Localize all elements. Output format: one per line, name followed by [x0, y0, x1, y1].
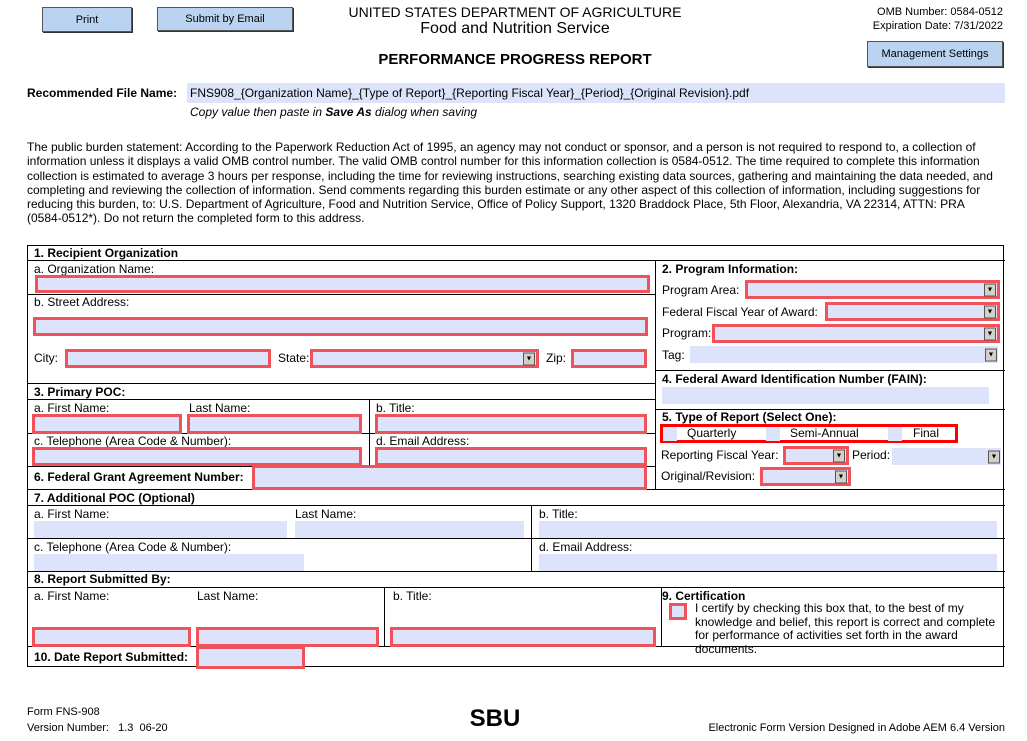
chevron-down-icon[interactable]: ▼ — [833, 449, 845, 462]
expiration-date: Expiration Date: 7/31/2022 — [872, 20, 1003, 32]
form-number: Form FNS-908 — [27, 706, 100, 718]
zip-input[interactable] — [571, 349, 647, 368]
program-area-label: Program Area: — [662, 283, 740, 297]
tag-label: Tag: — [662, 348, 685, 362]
agency-name: Food and Nutrition Service — [420, 20, 610, 37]
addl-email-input[interactable] — [539, 554, 997, 571]
addl-title-input[interactable] — [539, 521, 997, 538]
section-5-title: 5. Type of Report (Select One): — [662, 410, 837, 424]
orig-revision-select[interactable]: ▼ — [760, 467, 851, 486]
program-select[interactable]: ▼ — [712, 324, 1000, 343]
final-checkbox[interactable] — [888, 427, 902, 441]
city-label: City: — [34, 351, 58, 365]
poc-first-input[interactable] — [32, 414, 182, 434]
submitter-title-label: b. Title: — [393, 589, 432, 603]
ffy-select[interactable]: ▼ — [825, 302, 1000, 321]
addl-first-label: a. First Name: — [34, 507, 110, 521]
burden-statement: The public burden statement: According t… — [27, 140, 993, 226]
poc-last-label: Last Name: — [189, 401, 251, 415]
final-label: Final — [913, 426, 940, 440]
chevron-down-icon[interactable]: ▼ — [985, 348, 997, 361]
chevron-down-icon[interactable]: ▼ — [984, 305, 996, 318]
semi-annual-label: Semi-Annual — [790, 426, 859, 440]
addl-first-input[interactable] — [34, 521, 287, 538]
ffy-label: Federal Fiscal Year of Award: — [662, 305, 818, 319]
chevron-down-icon[interactable]: ▼ — [835, 470, 847, 483]
certification-text: I certify by checking this box that, to … — [695, 601, 996, 656]
submitter-first-input[interactable] — [32, 627, 191, 647]
poc-title-input[interactable] — [375, 414, 647, 434]
fain-input[interactable] — [662, 387, 989, 404]
grant-agreement-input[interactable] — [252, 465, 647, 490]
management-settings-button[interactable]: Management Settings — [867, 41, 1003, 67]
print-button[interactable]: Print — [42, 7, 132, 32]
addl-title-label: b. Title: — [539, 507, 578, 521]
orig-revision-label: Original/Revision: — [661, 469, 756, 483]
department-name: UNITED STATES DEPARTMENT OF AGRICULTURE — [348, 4, 682, 20]
poc-phone-input[interactable] — [32, 447, 362, 466]
poc-email-label: d. Email Address: — [376, 434, 470, 448]
electronic-form-version: Electronic Form Version Designed in Adob… — [708, 722, 1005, 734]
poc-email-input[interactable] — [375, 447, 647, 466]
submitter-last-input[interactable] — [196, 627, 379, 647]
street-input[interactable] — [33, 317, 648, 336]
file-name-note: Copy value then paste in Save As dialog … — [190, 105, 478, 119]
version-number: Version Number: 1.3 06-20 — [27, 722, 168, 734]
date-submitted-input[interactable] — [196, 646, 305, 669]
section-9-title: 9. Certification — [662, 589, 746, 603]
zip-label: Zip: — [546, 351, 567, 365]
period-select[interactable]: ▼ — [892, 448, 1001, 465]
file-name-label: Recommended File Name: — [27, 86, 178, 100]
page-title: PERFORMANCE PROGRESS REPORT — [378, 51, 652, 68]
quarterly-label: Quarterly — [687, 426, 737, 440]
omb-number: OMB Number: 0584-0512 — [877, 6, 1003, 18]
submitter-title-input[interactable] — [390, 627, 656, 647]
state-select[interactable]: ▼ — [310, 349, 539, 368]
submitter-last-label: Last Name: — [197, 589, 259, 603]
sbu-marking: SBU — [469, 705, 521, 732]
submitter-first-label: a. First Name: — [34, 589, 110, 603]
program-area-select[interactable]: ▼ — [745, 280, 1000, 299]
file-name-field[interactable]: FNS908_{Organization Name}_{Type of Repo… — [187, 83, 1005, 103]
city-input[interactable] — [65, 349, 271, 368]
semi-annual-checkbox[interactable] — [766, 427, 780, 441]
addl-last-input[interactable] — [295, 521, 524, 538]
org-name-label: a. Organization Name: — [34, 262, 155, 276]
tag-select[interactable]: ▼ — [690, 346, 998, 363]
state-label: State: — [278, 351, 310, 365]
addl-phone-label: c. Telephone (Area Code & Number): — [34, 540, 232, 554]
chevron-down-icon[interactable]: ▼ — [988, 450, 1000, 463]
form-frame — [27, 245, 1004, 667]
quarterly-checkbox[interactable] — [663, 427, 677, 441]
section-4-title: 4. Federal Award Identification Number (… — [662, 372, 927, 386]
org-name-input[interactable] — [35, 275, 650, 293]
certify-checkbox[interactable] — [669, 603, 687, 620]
section-7-title: 7. Additional POC (Optional) — [34, 491, 195, 505]
addl-last-label: Last Name: — [295, 507, 357, 521]
poc-last-input[interactable] — [187, 414, 362, 434]
rfy-label: Reporting Fiscal Year: — [661, 448, 779, 462]
report-type-group — [660, 424, 958, 443]
program-label: Program: — [662, 326, 712, 340]
poc-first-label: a. First Name: — [34, 401, 110, 415]
addl-phone-input[interactable] — [34, 554, 304, 571]
poc-phone-label: c. Telephone (Area Code & Number): — [34, 434, 232, 448]
chevron-down-icon[interactable]: ▼ — [984, 283, 996, 296]
period-label: Period: — [852, 448, 891, 462]
section-1-title: 1. Recipient Organization — [34, 246, 179, 260]
section-6-title: 6. Federal Grant Agreement Number: — [34, 470, 244, 484]
section-3-title: 3. Primary POC: — [34, 385, 126, 399]
section-2-title: 2. Program Information: — [662, 262, 799, 276]
section-8-title: 8. Report Submitted By: — [34, 572, 171, 586]
section-10-title: 10. Date Report Submitted: — [34, 650, 189, 664]
chevron-down-icon[interactable]: ▼ — [984, 327, 996, 340]
rfy-select[interactable]: ▼ — [783, 446, 849, 465]
street-label: b. Street Address: — [34, 295, 130, 309]
chevron-down-icon[interactable]: ▼ — [523, 352, 535, 365]
submit-by-email-button[interactable]: Submit by Email — [157, 7, 293, 31]
addl-email-label: d. Email Address: — [539, 540, 633, 554]
poc-title-label: b. Title: — [376, 401, 415, 415]
